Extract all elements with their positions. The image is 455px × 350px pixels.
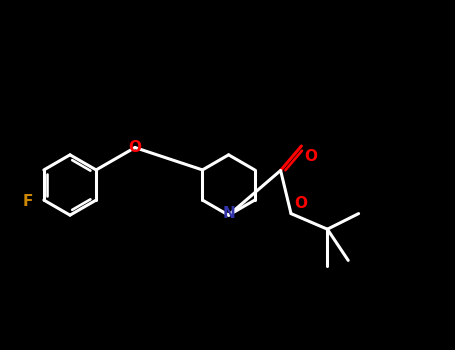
Text: F: F: [22, 194, 33, 209]
Text: O: O: [294, 196, 307, 211]
Text: O: O: [128, 140, 142, 155]
Text: O: O: [304, 149, 318, 164]
Text: N: N: [222, 206, 235, 220]
